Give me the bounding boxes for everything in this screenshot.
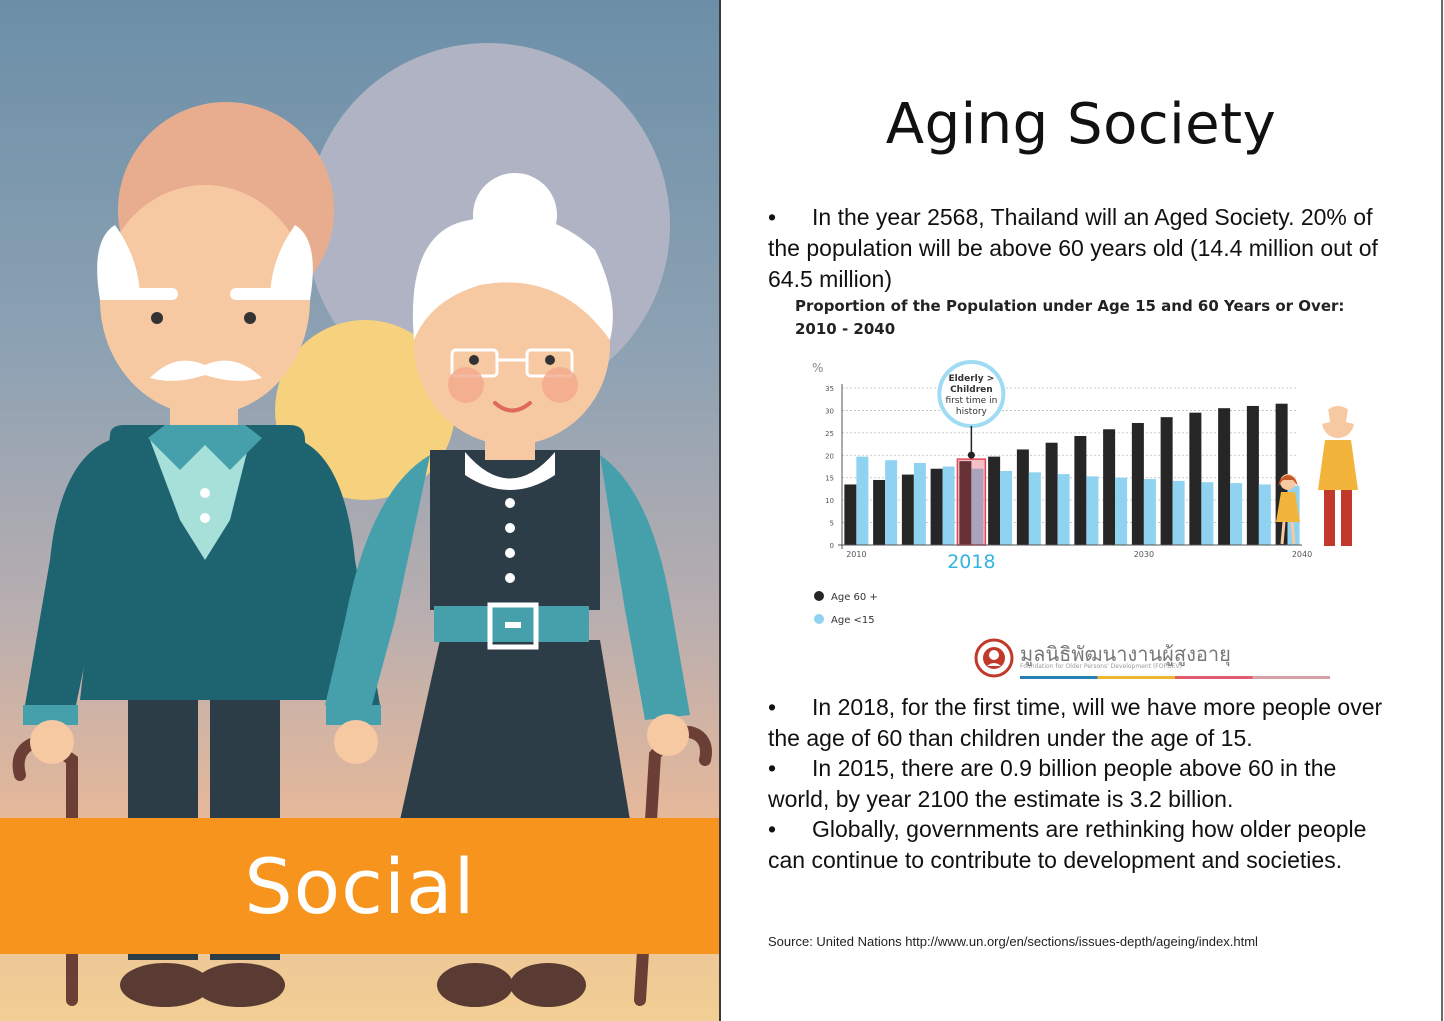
bar-age60 [930, 468, 943, 545]
bar-age60 [1160, 417, 1173, 545]
legend-label-age60: Age 60 + [831, 592, 878, 603]
bar-age60 [988, 456, 1001, 545]
bar-age60 [1246, 405, 1259, 545]
legend-swatch-age15 [814, 614, 824, 624]
y-tick-label: 10 [825, 497, 834, 505]
bar-age15 [1028, 472, 1041, 545]
y-axis-label: % [812, 361, 823, 375]
callout-text-line: first time in [945, 396, 997, 406]
bar-age60 [901, 474, 914, 545]
right-frame-edge [1441, 0, 1443, 1021]
y-tick-label: 5 [830, 520, 834, 528]
bullet-text: In 2015, there are 0.9 billion people ab… [768, 755, 1337, 812]
bullet-paragraph-3: • In 2015, there are 0.9 billion people a… [768, 753, 1398, 815]
bar-age60 [1189, 412, 1202, 545]
bar-age15 [1086, 476, 1099, 545]
highlight-box [956, 458, 987, 546]
legend-label-age15: Age <15 [831, 615, 875, 626]
fopdev-emblem-icon [974, 638, 1014, 678]
x-tick-label: 2010 [846, 550, 866, 559]
chart-title: Proportion of the Population under Age 1… [795, 295, 1355, 341]
bar-age15 [1143, 479, 1156, 545]
callout-bubble: Elderly > Children first time in history [937, 360, 1006, 459]
callout-text-line: Elderly > [948, 374, 994, 384]
bar-age15 [971, 468, 984, 545]
chart-title-line-2: 2010 - 2040 [795, 320, 896, 338]
x-tick-labels: 2010 2030 2040 [846, 550, 1312, 559]
page-title: Aging Society [885, 92, 1277, 157]
child-figure-icon [1276, 474, 1300, 545]
bar-age60 [1074, 435, 1087, 545]
source-citation: Source: United Nations http://www.un.org… [768, 934, 1258, 949]
fopdev-logo-subtext: Foundation for Older Persons' Developmen… [1020, 663, 1182, 670]
panel-divider [719, 0, 721, 1021]
bar-age15 [1000, 470, 1013, 545]
bar-age60 [959, 461, 972, 545]
bar-age15 [913, 462, 926, 545]
bar-age15 [1201, 482, 1214, 545]
bar-age15 [1057, 474, 1070, 545]
left-illustration-panel: Social [0, 0, 720, 1021]
bullet-symbol: • [768, 755, 777, 781]
chart-legend: Age 60 + Age <15 [814, 591, 878, 626]
bullet-paragraph-4: • Globally, governments are rethinking ho… [768, 814, 1398, 876]
bar-age60 [844, 484, 857, 545]
bullet-text: In 2018, for the first time, will we hav… [768, 694, 1383, 751]
bar-age60 [873, 479, 886, 545]
social-label: Social [244, 841, 476, 931]
bullet-paragraph-1: • In the year 2568, Thailand will an Aged… [768, 202, 1398, 295]
bar-age15 [1115, 477, 1128, 545]
bullet-text: In the year 2568, Thailand will an Aged … [768, 204, 1378, 292]
y-tick-label: 35 [825, 385, 834, 393]
legend-swatch-age60 [814, 591, 824, 601]
bullet-symbol: • [768, 816, 777, 842]
fopdev-logo-colorbar [1020, 676, 1330, 679]
highlight-year-label: 2018 [947, 551, 995, 573]
bar-age15 [885, 460, 898, 545]
elderly-figure-icon [1318, 406, 1358, 546]
y-tick-label: 25 [825, 430, 834, 438]
chart-bars [844, 403, 1300, 546]
callout-dot [967, 451, 975, 459]
social-category-band: Social [0, 818, 720, 954]
x-tick-label: 2030 [1134, 550, 1154, 559]
bar-age60 [1131, 422, 1144, 545]
bar-age15 [856, 456, 869, 545]
y-tick-label: 20 [825, 452, 834, 460]
callout-text: Elderly > Children first time in history [945, 374, 997, 417]
grandmother-figure [325, 173, 690, 1007]
callout-text-line: Children [950, 385, 993, 395]
bar-age15 [1258, 484, 1271, 545]
bar-age15 [942, 466, 955, 545]
y-tick-label: 15 [825, 475, 834, 483]
fopdev-logo-text: มูลนิธิพัฒนางานผู้สูงอายุ [1020, 642, 1231, 666]
bullet-symbol: • [768, 204, 777, 230]
bar-age60 [1218, 408, 1231, 545]
bar-age60 [1045, 442, 1058, 545]
bullet-text: Globally, governments are rethinking how… [768, 816, 1367, 873]
bar-age60 [1016, 449, 1029, 545]
right-text-panel: Aging Society • In the year 2568, Thailan… [722, 0, 1440, 1021]
bar-age60 [1103, 429, 1116, 545]
chart-title-line-1: Proportion of the Population under Age 1… [795, 297, 1345, 315]
fopdev-logo: มูลนิธิพัฒนางานผู้สูงอายุ Foundation for… [974, 636, 1334, 682]
y-tick-label: 30 [825, 407, 834, 415]
bar-age15 [1172, 480, 1185, 545]
bullet-paragraph-2: • In 2018, for the first time, will we ha… [768, 692, 1398, 754]
y-tick-label: 0 [830, 542, 834, 550]
population-bar-chart: % 0 5 10 15 20 25 30 35 2010 2030 2040 2018 Elder… [812, 360, 1358, 626]
bullet-symbol: • [768, 694, 777, 720]
y-tick-labels: 0 5 10 15 20 25 30 35 [825, 385, 834, 550]
bar-age15 [1230, 483, 1243, 545]
callout-text-line: history [956, 407, 988, 417]
x-tick-label: 2040 [1292, 550, 1312, 559]
